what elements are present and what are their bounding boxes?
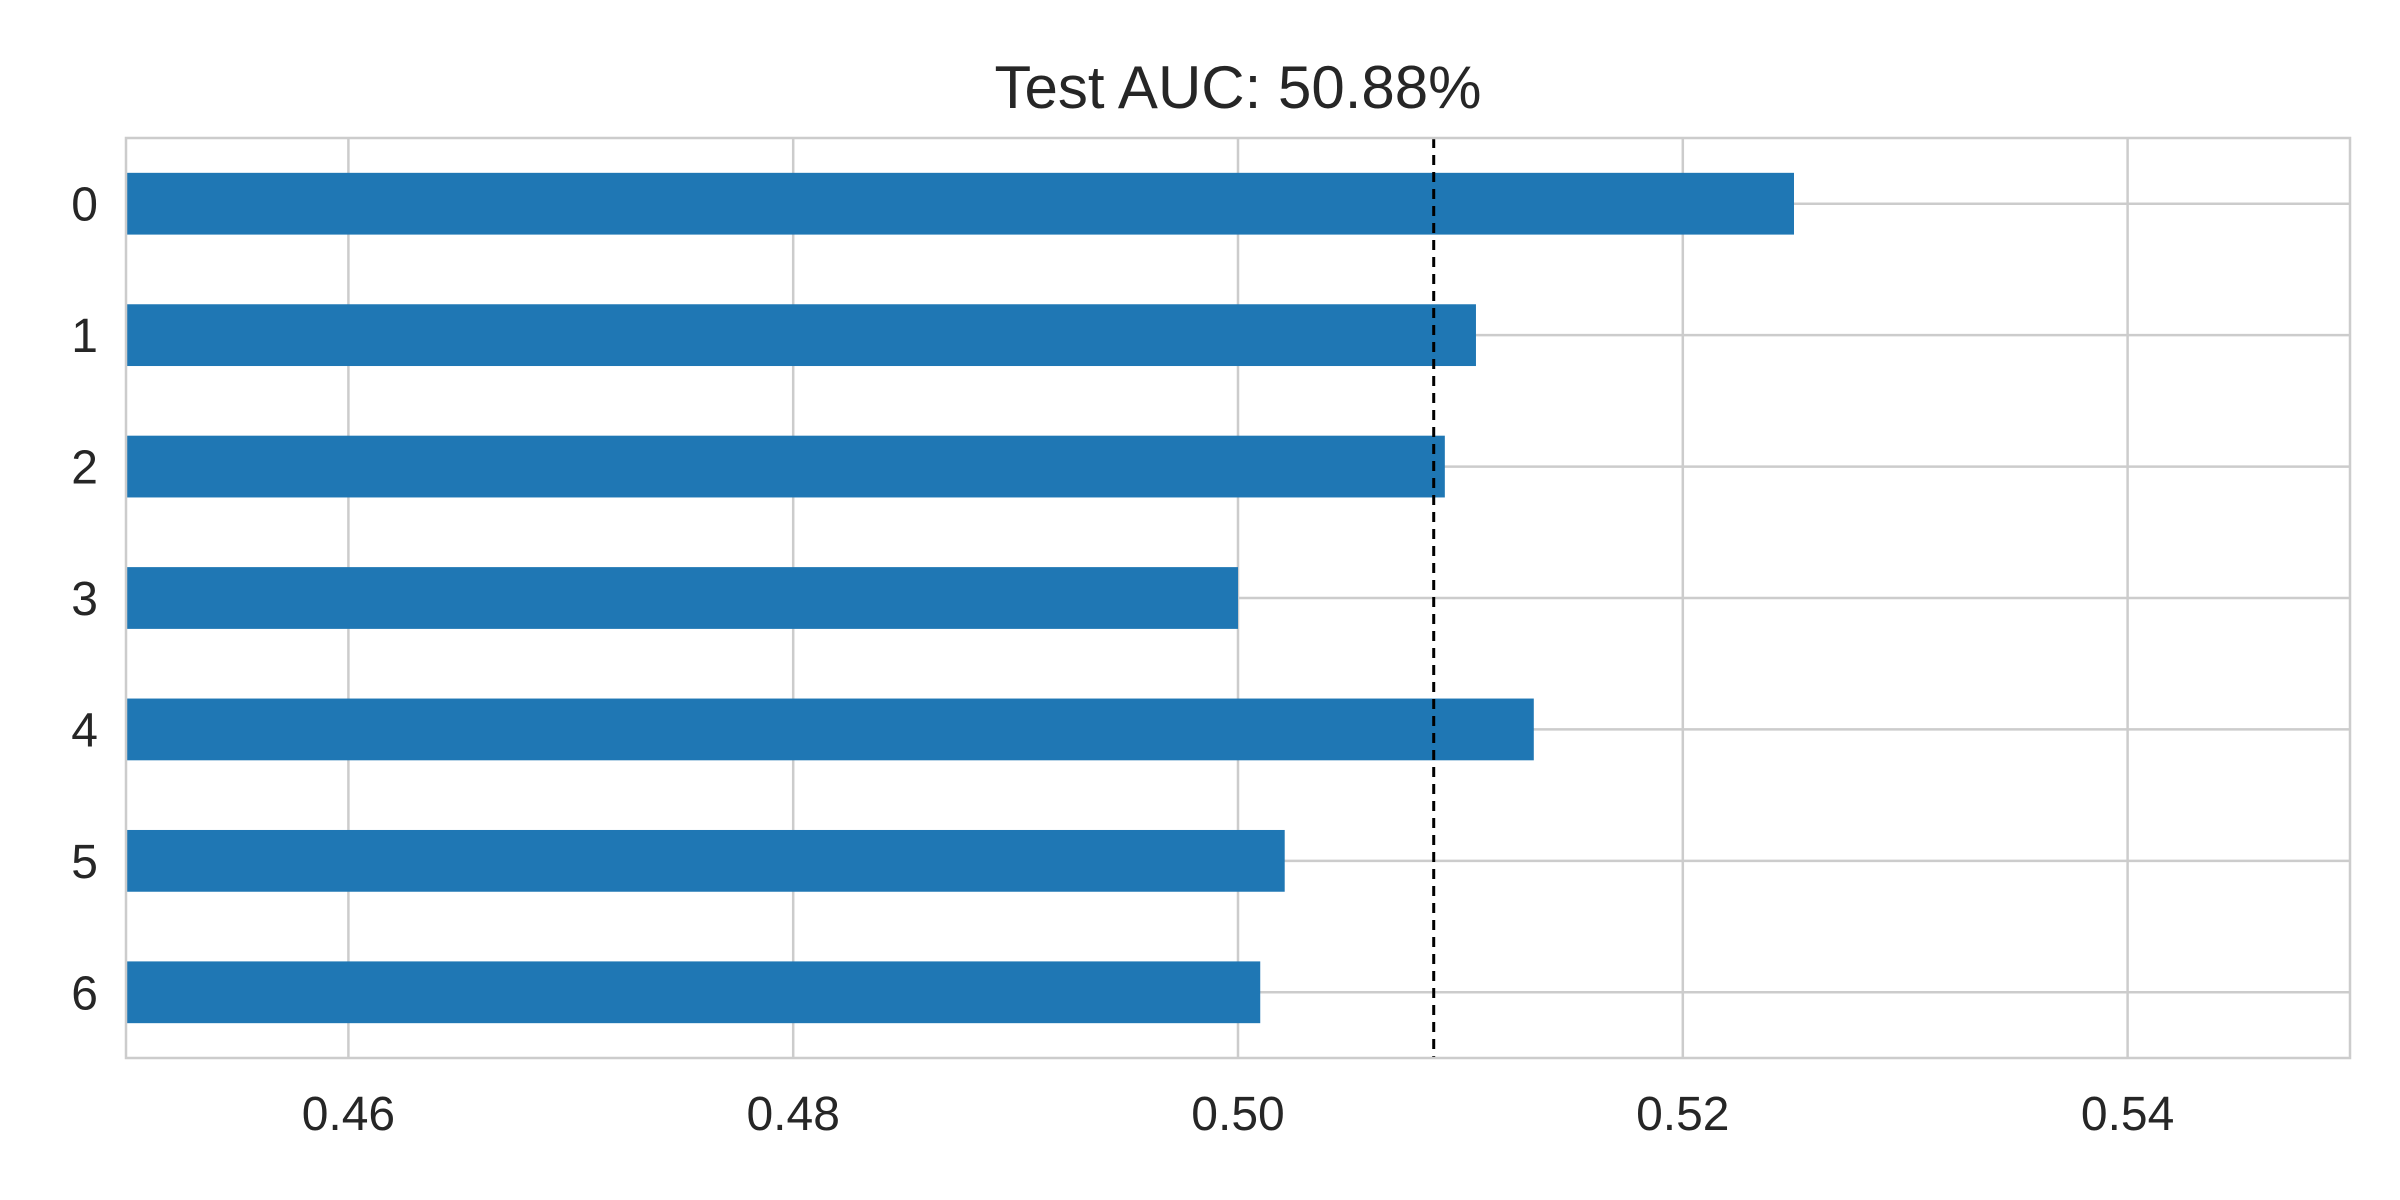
x-tick-label-4: 0.54 bbox=[2081, 1088, 2174, 1141]
y-tick-label-0: 0 bbox=[71, 179, 98, 232]
bar-4 bbox=[127, 699, 1534, 761]
y-tick-label-3: 3 bbox=[71, 573, 98, 626]
bar-0 bbox=[127, 173, 1794, 235]
bar-2 bbox=[127, 436, 1445, 498]
x-tick-label-1: 0.48 bbox=[746, 1088, 839, 1141]
bar-6 bbox=[127, 961, 1260, 1023]
y-tick-label-5: 5 bbox=[71, 836, 98, 889]
x-tick-label-0: 0.46 bbox=[302, 1088, 395, 1141]
bar-5 bbox=[127, 830, 1285, 892]
bar-3 bbox=[127, 567, 1238, 629]
chart-title: Test AUC: 50.88% bbox=[995, 54, 1482, 121]
x-tick-label-3: 0.52 bbox=[1636, 1088, 1729, 1141]
bar-1 bbox=[127, 304, 1476, 366]
y-tick-label-1: 1 bbox=[71, 310, 98, 363]
x-tick-label-2: 0.50 bbox=[1191, 1088, 1284, 1141]
y-tick-label-4: 4 bbox=[71, 704, 98, 757]
y-tick-label-6: 6 bbox=[71, 967, 98, 1020]
y-tick-label-2: 2 bbox=[71, 442, 98, 495]
